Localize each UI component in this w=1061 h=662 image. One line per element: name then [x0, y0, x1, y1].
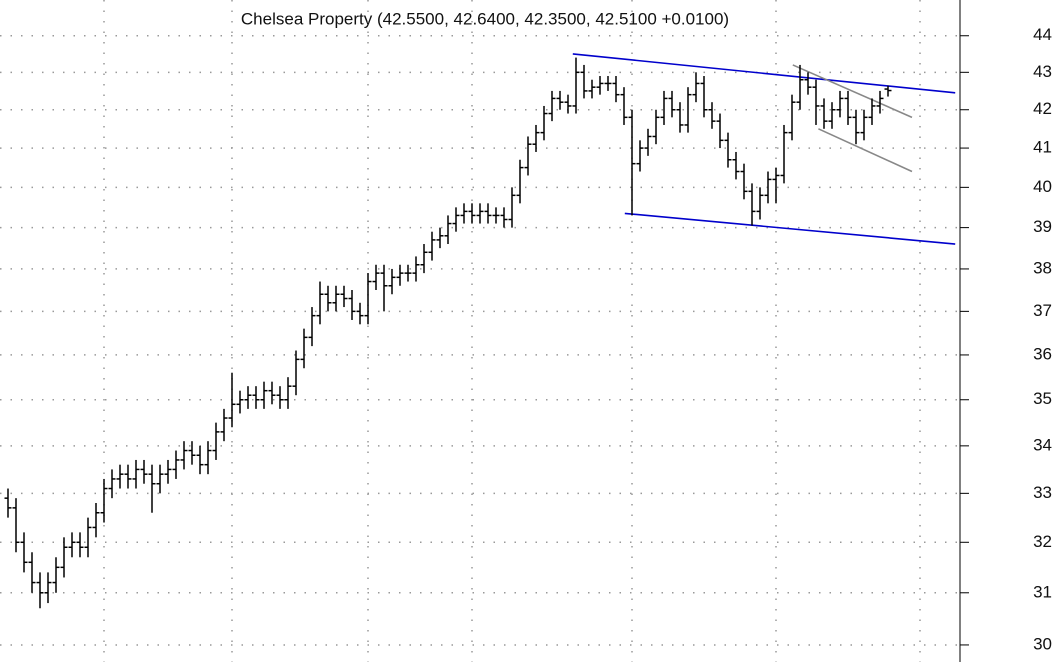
- y-tick-label: 34: [1033, 435, 1052, 454]
- y-tick-label: 42: [1033, 99, 1052, 118]
- y-tick-label: 44: [1033, 25, 1052, 44]
- y-tick-label: 36: [1033, 344, 1052, 363]
- y-tick-label: 32: [1033, 532, 1052, 551]
- y-tick-label: 38: [1033, 258, 1052, 277]
- y-tick-label: 33: [1033, 483, 1052, 502]
- y-tick-label: 30: [1033, 634, 1052, 653]
- trendline: [572, 53, 956, 94]
- y-tick-label: 37: [1033, 301, 1052, 320]
- y-tick-label: 43: [1033, 62, 1052, 81]
- y-tick-label: 31: [1033, 582, 1052, 601]
- trendline: [792, 64, 913, 119]
- y-tick-label: 40: [1033, 177, 1052, 196]
- trendline: [818, 128, 913, 173]
- y-tick-label: 39: [1033, 217, 1052, 236]
- chart-title: Chelsea Property (42.5500, 42.6400, 42.3…: [241, 9, 729, 28]
- y-tick-label: 41: [1033, 138, 1052, 157]
- y-tick-label: 35: [1033, 389, 1052, 408]
- trendline: [624, 212, 956, 245]
